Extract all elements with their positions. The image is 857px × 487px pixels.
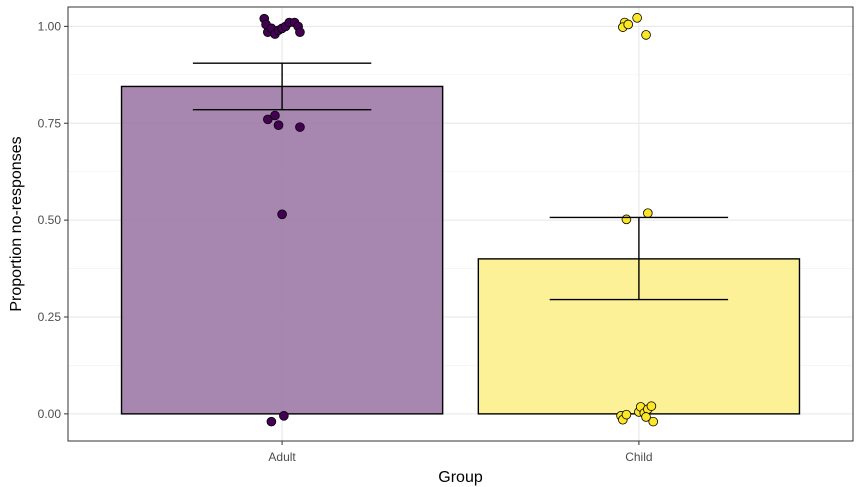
y-tick-label: 1.00	[38, 19, 62, 33]
data-point-child	[641, 30, 651, 40]
data-point-adult	[279, 411, 289, 421]
data-point-child	[648, 416, 658, 427]
data-point-adult	[277, 209, 287, 220]
bars	[120, 85, 801, 415]
data-points	[259, 13, 658, 427]
data-point-child	[621, 409, 632, 420]
y-tick-label: 0.50	[38, 213, 62, 227]
data-point-child	[632, 13, 642, 23]
data-point-adult	[295, 122, 305, 132]
data-point-child	[643, 208, 653, 218]
y-tick-label: 0.25	[38, 310, 62, 324]
x-tick-label-child: Child	[625, 450, 652, 464]
plot-panel-border	[67, 6, 854, 442]
x-tick-label-adult: Adult	[268, 450, 296, 464]
data-point-child	[621, 214, 632, 225]
data-point-adult	[273, 120, 284, 130]
data-point-adult	[270, 110, 280, 121]
data-point-adult	[295, 27, 305, 37]
data-point-child	[641, 412, 651, 422]
data-point-child	[646, 401, 657, 411]
y-tick-label: 0.00	[38, 407, 62, 421]
y-axis-title: Proportion no-responses	[8, 136, 25, 311]
error-bars	[192, 62, 729, 301]
data-point-adult	[266, 416, 277, 427]
y-axis: 0.00 0.25 0.50 0.75 1.00	[38, 19, 68, 421]
x-axis-title: Group	[438, 469, 483, 486]
bar-adult	[120, 85, 444, 415]
data-point-child	[623, 19, 634, 30]
x-axis: Adult Child	[268, 441, 653, 464]
y-tick-label: 0.75	[38, 116, 62, 130]
